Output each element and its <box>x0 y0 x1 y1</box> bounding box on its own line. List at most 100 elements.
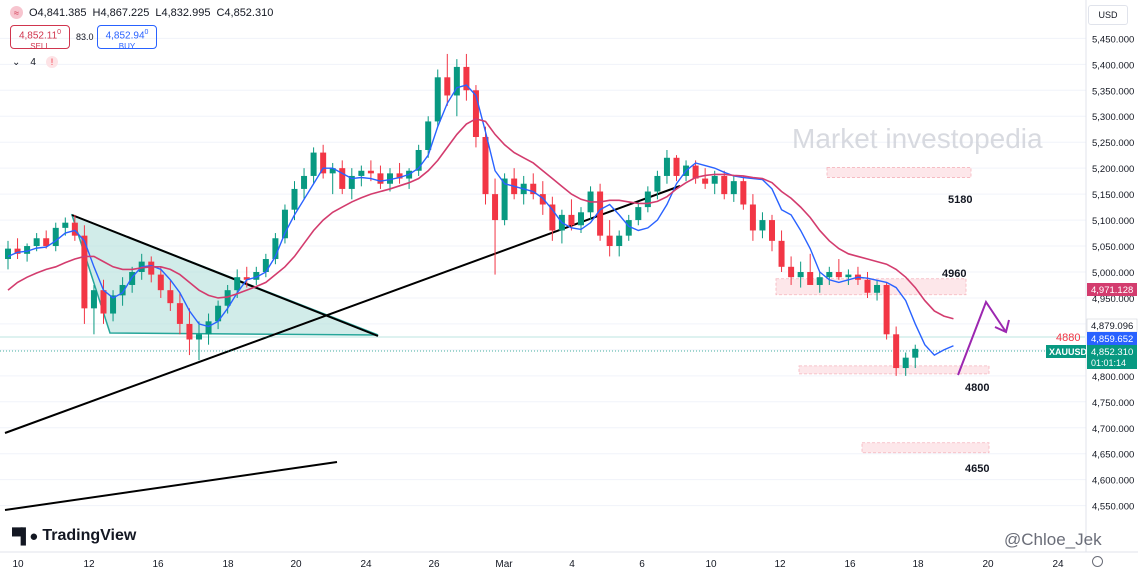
tradingview-logo: ▀▌● TradingView <box>12 527 136 545</box>
price-tick: 5,350.000 <box>1092 86 1134 97</box>
candle-body <box>740 181 747 205</box>
ohlc-header: ≈ O4,841.385 H4,867.225 L4,832.995 C4,85… <box>10 6 273 19</box>
candle-body <box>224 290 231 306</box>
candle <box>845 269 852 285</box>
candle <box>520 175 527 205</box>
buy-button[interactable]: 4,852.940 BUY <box>97 25 157 51</box>
sell-button[interactable]: 4,852.110 SELL <box>10 25 70 52</box>
candle-body <box>654 175 661 192</box>
candle-body <box>597 191 604 236</box>
price-tick: 5,150.000 <box>1092 190 1134 201</box>
candle <box>730 175 737 202</box>
candle-body <box>711 175 718 184</box>
candle <box>205 313 212 345</box>
candle-body <box>425 121 432 150</box>
time-axis: 10 12 16 18 20 24 26 Mar 4 6 10 12 16 18 20 24 <box>0 551 1138 570</box>
candle <box>434 69 441 127</box>
level-label-4880: 4880 <box>1056 332 1080 344</box>
candle <box>444 53 451 106</box>
price-tick: 5,050.000 <box>1092 242 1134 253</box>
time-tick: 20 <box>290 559 302 570</box>
sell-label: SELL <box>30 42 50 52</box>
candle-body <box>492 194 499 221</box>
settings-icon[interactable] <box>1092 556 1103 567</box>
candle-body <box>5 248 11 260</box>
price-zone <box>775 278 967 296</box>
candle-body <box>625 220 632 236</box>
currency-select[interactable]: USD <box>1088 5 1128 25</box>
candle <box>253 266 260 285</box>
time-tick: 18 <box>222 559 234 570</box>
candle-body <box>759 220 766 231</box>
candle-body <box>730 181 737 195</box>
projection-arrow <box>957 299 1007 376</box>
candle <box>472 85 479 148</box>
candle-body <box>549 204 556 231</box>
candle-body <box>472 90 479 138</box>
tradingview-logo-icon: ▀▌● <box>12 527 38 545</box>
candle <box>482 126 489 205</box>
candle-body <box>387 173 393 184</box>
time-tick: 26 <box>428 559 440 570</box>
indicators-toggle[interactable]: ⌄ 4 ! <box>12 56 58 68</box>
candle-body <box>310 152 317 176</box>
candle <box>262 253 269 278</box>
candle <box>90 284 97 335</box>
time-tick: 6 <box>639 559 645 570</box>
candle-body <box>205 321 212 335</box>
candle-body <box>100 290 107 314</box>
candle <box>157 266 164 298</box>
candle-body <box>291 188 298 210</box>
candle-body <box>845 274 852 278</box>
candle-body <box>377 173 384 184</box>
price-tick: 4,650.000 <box>1092 450 1134 461</box>
candle-body <box>348 175 355 189</box>
candle-body <box>119 284 126 296</box>
time-tick: 16 <box>152 559 164 570</box>
candle <box>358 165 365 187</box>
candle-body <box>262 259 269 272</box>
candle <box>530 173 537 200</box>
candle-body <box>816 277 823 285</box>
candle-body <box>281 209 288 239</box>
price-tick: 5,400.000 <box>1092 60 1134 71</box>
candle <box>558 209 565 244</box>
candle <box>635 201 642 226</box>
candle-body <box>396 173 403 179</box>
candle-body <box>329 168 336 174</box>
candle <box>749 194 756 241</box>
candle <box>348 168 355 200</box>
candle <box>377 165 384 189</box>
candle <box>501 173 508 226</box>
candle-body <box>167 290 174 304</box>
indicators-count: 4 <box>30 56 36 68</box>
candle <box>71 214 78 241</box>
candle <box>673 155 680 182</box>
symbol-icon: ≈ <box>10 6 23 19</box>
candle-body <box>797 272 804 278</box>
candle-body <box>893 334 900 369</box>
candle <box>196 321 202 361</box>
level-label: 5180 <box>948 194 972 206</box>
candle-body <box>253 272 260 280</box>
candle <box>406 168 413 189</box>
trendlines <box>0 185 1085 511</box>
countdown-text: 01:01:14 <box>1091 358 1126 368</box>
candle <box>43 230 50 249</box>
level-price-text: 4,879.096 <box>1091 321 1133 332</box>
candle <box>272 233 279 265</box>
candle-body <box>874 284 881 293</box>
candle-body <box>635 207 642 221</box>
price-tick: 5,000.000 <box>1092 268 1134 279</box>
candle-body <box>673 157 680 176</box>
candle-body <box>864 279 871 293</box>
moving-averages <box>7 84 954 356</box>
candle <box>769 214 775 252</box>
candle-body <box>415 149 422 171</box>
price-tick: 4,700.000 <box>1092 424 1134 435</box>
time-tick: 20 <box>982 559 994 570</box>
ascending-trendline <box>4 185 681 434</box>
candle-body <box>453 66 460 96</box>
